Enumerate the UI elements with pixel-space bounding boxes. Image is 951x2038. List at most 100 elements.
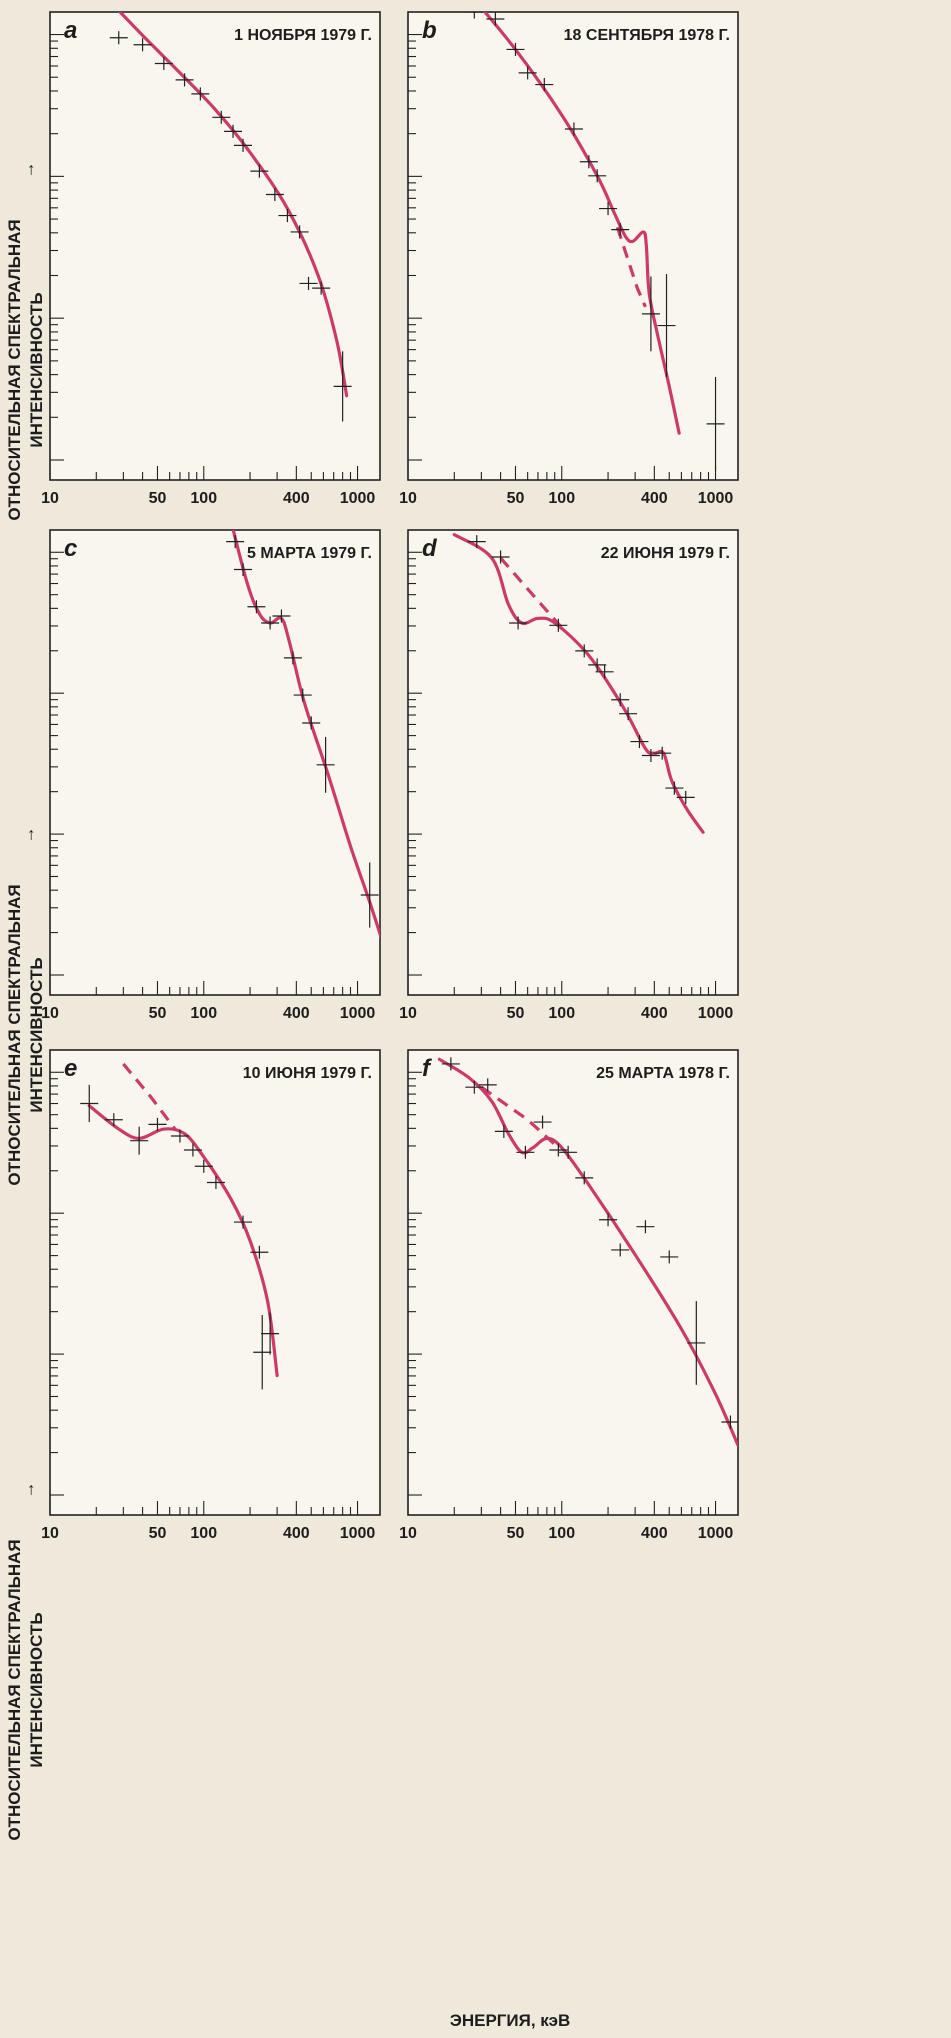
fit-curve — [437, 1057, 738, 1447]
ylabel-line2: ИНТЕНСИВНОСТЬ — [27, 957, 46, 1112]
plot-area — [437, 1057, 738, 1447]
ylabel-line1: ОТНОСИТЕЛЬНАЯ СПЕКТРАЛЬНАЯ — [5, 219, 24, 520]
x-axis: 10 50 100 400 1000 — [399, 1501, 733, 1542]
data-point — [516, 1145, 535, 1159]
x-axis: 10 50 100 400 1000 — [399, 466, 733, 507]
plot-frame — [49, 11, 381, 481]
data-point — [575, 1171, 594, 1185]
panel-letter: e — [64, 1055, 77, 1082]
data-point — [588, 169, 607, 183]
y-axis-ticks — [408, 551, 422, 976]
x-axis: 10 50 100 400 1000 — [399, 981, 733, 1022]
x-axis: 10 50 100 400 1000 — [41, 466, 375, 507]
y-axis-ticks — [50, 1071, 64, 1496]
data-point — [234, 138, 253, 152]
x-tick-label: 400 — [283, 490, 310, 507]
data-point — [299, 276, 318, 290]
data-point — [226, 535, 245, 549]
x-tick-label: 1000 — [698, 1005, 734, 1022]
data-point — [509, 616, 528, 630]
data-point — [559, 1145, 578, 1159]
data-point — [491, 550, 510, 564]
data-point — [278, 209, 297, 223]
x-tick-label: 100 — [190, 1525, 217, 1542]
panel-date: 1 НОЯБРЯ 1979 Г. — [234, 27, 372, 44]
ylabel-arrow: → — [19, 162, 38, 179]
data-point — [665, 781, 684, 795]
data-point — [599, 202, 618, 216]
panel-date: 22 ИЮНЯ 1979 Г. — [601, 545, 730, 562]
data-point — [486, 12, 505, 26]
data-point — [506, 42, 525, 56]
data-point — [104, 1113, 123, 1127]
panel-b: 10 50 100 400 1000 b 18 СЕНТЯБРЯ 1978 Г. — [399, 11, 739, 507]
data-point — [611, 693, 630, 707]
plot-frame — [49, 529, 381, 996]
x-tick-label: 50 — [149, 490, 167, 507]
data-point — [465, 1080, 484, 1094]
data-point — [206, 1176, 225, 1190]
x-tick-label: 10 — [399, 490, 417, 507]
x-tick-label: 400 — [641, 1005, 668, 1022]
x-tick-label: 100 — [548, 1005, 575, 1022]
panel-c: 10 50 100 400 1000 c 5 МАРТА 1979 Г. — [41, 529, 381, 1022]
plot-area — [452, 533, 705, 834]
data-point — [611, 1243, 630, 1257]
x-tick-label: 10 — [41, 1525, 59, 1542]
x-tick-label: 100 — [548, 1525, 575, 1542]
data-point — [154, 56, 173, 71]
panel-date: 25 МАРТА 1978 Г. — [596, 1065, 730, 1082]
data-point — [465, 12, 484, 19]
y-axis-ticks — [50, 33, 64, 461]
ylabel-line1: ОТНОСИТЕЛЬНАЯ СПЕКТРАЛЬНАЯ — [5, 1539, 24, 1840]
data-point — [283, 651, 302, 665]
fit-curve — [231, 530, 380, 940]
data-point — [191, 87, 210, 101]
x-tick-label: 400 — [283, 1525, 310, 1542]
data-point — [109, 31, 128, 45]
plot-area — [226, 530, 380, 940]
data-point — [183, 1143, 202, 1157]
panel-f: 10 50 100 400 1000 f 25 МАРТА 1978 Г. — [399, 1049, 739, 1542]
panel-letter: d — [422, 535, 438, 562]
y-axis-label-row-2: ОТНОСИТЕЛЬНАЯ СПЕКТРАЛЬНАЯ ИНТЕНСИВНОСТЬ… — [5, 827, 46, 1186]
data-point — [579, 155, 598, 169]
x-tick-label: 100 — [190, 1005, 217, 1022]
y-axis-ticks — [50, 551, 64, 976]
panel-date: 5 МАРТА 1979 Г. — [247, 545, 372, 562]
data-point — [619, 707, 638, 721]
fit-curve — [482, 12, 681, 435]
x-tick-label: 100 — [548, 490, 575, 507]
data-point — [293, 688, 312, 702]
data-point — [170, 1129, 189, 1143]
data-point — [247, 600, 266, 614]
data-point — [265, 187, 284, 202]
data-point — [549, 618, 568, 632]
x-tick-label: 400 — [283, 1005, 310, 1022]
data-point — [250, 164, 269, 178]
data-point — [721, 1415, 738, 1429]
data-point — [234, 563, 253, 577]
y-axis-label-row-3: ОТНОСИТЕЛЬНАЯ СПЕКТРАЛЬНАЯ ИНТЕНСИВНОСТЬ… — [5, 1482, 46, 1841]
data-point — [175, 73, 194, 87]
data-point — [575, 644, 594, 658]
data-point — [441, 1057, 460, 1071]
x-tick-label: 10 — [399, 1005, 417, 1022]
plot-frame — [407, 11, 739, 481]
data-point — [588, 658, 607, 672]
x-tick-label: 100 — [190, 490, 217, 507]
data-point — [130, 1126, 149, 1155]
ylabel-line2: ИНТЕНСИВНОСТЬ — [27, 1612, 46, 1767]
plot-frame — [407, 1049, 739, 1516]
data-point — [564, 122, 583, 136]
plot-area — [109, 12, 352, 422]
x-tick-label: 400 — [641, 1525, 668, 1542]
panel-letter: b — [422, 17, 437, 44]
data-point — [630, 735, 649, 749]
data-point — [261, 1312, 280, 1355]
x-tick-label: 1000 — [340, 490, 376, 507]
data-point — [599, 1213, 618, 1227]
x-tick-label: 50 — [507, 490, 525, 507]
x-tick-label: 10 — [41, 1005, 59, 1022]
